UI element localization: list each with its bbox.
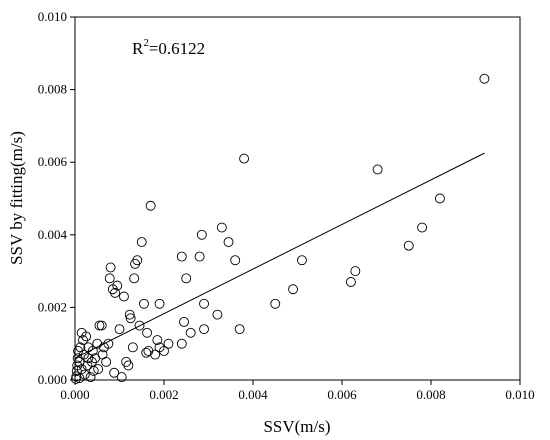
- data-point: [154, 298, 165, 309]
- data-point: [139, 298, 149, 309]
- data-point: [85, 372, 96, 383]
- r-squared-annotation: R2=0.6122: [132, 37, 205, 58]
- data-point: [125, 313, 136, 324]
- data-point: [116, 372, 127, 383]
- data-point: [345, 277, 356, 287]
- data-point: [88, 365, 99, 376]
- data-point: [417, 222, 428, 233]
- data-point: [176, 251, 187, 262]
- data-point: [123, 360, 134, 371]
- data-point: [93, 364, 104, 375]
- data-point: [185, 327, 196, 338]
- y-tick-label: 0.004: [38, 227, 68, 242]
- data-point: [74, 356, 85, 367]
- data-point: [79, 369, 90, 380]
- data-point: [403, 240, 414, 251]
- data-point: [112, 280, 123, 291]
- data-point: [194, 251, 205, 262]
- data-point: [83, 353, 94, 364]
- annotation-base: R: [132, 39, 144, 58]
- data-point: [92, 338, 103, 349]
- data-point: [124, 309, 135, 320]
- data-point: [350, 266, 361, 277]
- data-point: [141, 347, 152, 358]
- x-axis-label: SSV(m/s): [263, 417, 330, 436]
- x-tick-label: 0.006: [327, 387, 357, 402]
- y-tick-label: 0.008: [38, 82, 67, 97]
- data-point: [76, 364, 87, 375]
- data-point: [129, 273, 140, 284]
- y-tick-label: 0.010: [38, 9, 67, 24]
- data-point: [114, 324, 125, 335]
- data-point: [297, 255, 307, 266]
- data-point: [179, 316, 189, 327]
- axis-ticks: 0.000 0.002 0.004 0.006 0.008 0.010 0.000 0.002…: [38, 9, 535, 402]
- plot-frame: [74, 16, 521, 381]
- data-point: [118, 291, 129, 302]
- y-tick-label: 0.002: [38, 299, 67, 314]
- data-point: [136, 237, 147, 248]
- data-point: [87, 346, 98, 356]
- data-point: [230, 255, 241, 266]
- data-point: [110, 287, 121, 298]
- data-point: [216, 222, 227, 233]
- plot-area: [74, 16, 521, 381]
- y-axis-label: SSV by fitting(m/s): [7, 131, 26, 265]
- annotation-superscript: 2: [143, 37, 149, 49]
- data-point: [199, 298, 210, 309]
- x-tick-label: 0.010: [505, 387, 534, 402]
- fit-line: [74, 152, 485, 359]
- data-point: [101, 356, 112, 367]
- data-point: [212, 309, 223, 320]
- data-point: [134, 320, 145, 331]
- data-point: [109, 367, 120, 378]
- data-point: [104, 273, 115, 284]
- data-point: [96, 320, 107, 331]
- data-point: [132, 255, 143, 266]
- x-tick-label: 0.004: [238, 387, 268, 402]
- data-points: [70, 73, 490, 384]
- annotation-value: =0.6122: [149, 39, 205, 58]
- data-point: [127, 342, 138, 353]
- x-tick-label: 0.008: [416, 387, 445, 402]
- data-point: [150, 349, 161, 360]
- data-point: [81, 331, 92, 342]
- data-point: [159, 346, 169, 356]
- data-point: [71, 365, 82, 376]
- data-point: [288, 284, 298, 295]
- data-point: [479, 73, 490, 84]
- data-point: [196, 229, 207, 240]
- data-point: [152, 335, 163, 346]
- data-point: [105, 262, 116, 273]
- y-tick-label: 0.006: [38, 154, 68, 169]
- data-point: [143, 346, 154, 356]
- data-point: [434, 193, 445, 204]
- data-point: [176, 338, 187, 349]
- data-point: [142, 327, 153, 338]
- data-point: [223, 237, 234, 248]
- data-point: [234, 324, 245, 335]
- y-tick-label: 0.000: [38, 372, 67, 387]
- data-point: [145, 200, 156, 211]
- x-tick-label: 0.002: [149, 387, 178, 402]
- data-point: [239, 153, 250, 164]
- data-point: [74, 373, 85, 384]
- data-point: [78, 335, 88, 346]
- data-point: [94, 320, 105, 331]
- data-point: [372, 164, 383, 175]
- data-point: [199, 324, 210, 335]
- data-point: [163, 338, 174, 349]
- data-point: [270, 298, 281, 309]
- data-point: [181, 273, 192, 284]
- x-tick-label: 0.000: [60, 387, 89, 402]
